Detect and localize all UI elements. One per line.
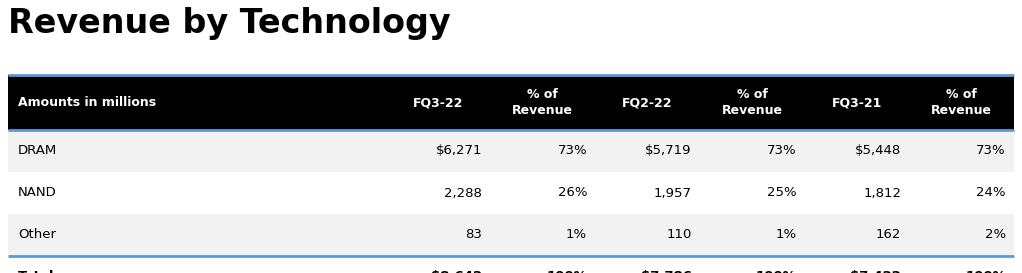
Bar	[595, 172, 700, 214]
Text: 100%: 100%	[965, 271, 1006, 273]
Text: 1,957: 1,957	[654, 186, 692, 200]
Bar	[700, 214, 804, 256]
Text: 110: 110	[666, 229, 692, 242]
Text: $8,642: $8,642	[431, 271, 482, 273]
Text: 1%: 1%	[566, 229, 587, 242]
Text: 24%: 24%	[976, 186, 1006, 200]
Bar	[910, 214, 1014, 256]
Bar	[595, 130, 700, 172]
Bar	[385, 130, 491, 172]
Bar	[804, 172, 910, 214]
Text: $5,719: $5,719	[645, 144, 692, 158]
Text: Revenue by Technology: Revenue by Technology	[8, 7, 451, 40]
Text: 1%: 1%	[776, 229, 796, 242]
Text: DRAM: DRAM	[18, 144, 57, 158]
Text: 2,288: 2,288	[445, 186, 482, 200]
Bar	[700, 75, 804, 130]
Text: $6,271: $6,271	[435, 144, 482, 158]
Bar	[700, 172, 804, 214]
Bar	[491, 75, 595, 130]
Text: % of
Revenue: % of Revenue	[931, 88, 992, 117]
Text: 73%: 73%	[766, 144, 796, 158]
Text: 73%: 73%	[557, 144, 587, 158]
Text: 1,812: 1,812	[864, 186, 901, 200]
Bar	[385, 214, 491, 256]
Bar	[385, 75, 491, 130]
Bar	[910, 256, 1014, 273]
Bar	[8, 172, 385, 214]
Text: $7,786: $7,786	[641, 271, 692, 273]
Text: % of
Revenue: % of Revenue	[512, 88, 573, 117]
Bar	[804, 256, 910, 273]
Bar	[910, 130, 1014, 172]
Text: $7,422: $7,422	[850, 271, 901, 273]
Bar	[595, 75, 700, 130]
Bar	[491, 172, 595, 214]
Bar	[8, 75, 385, 130]
Bar	[804, 75, 910, 130]
Bar	[804, 130, 910, 172]
Text: 26%: 26%	[558, 186, 587, 200]
Text: 73%: 73%	[976, 144, 1006, 158]
Text: FQ3-22: FQ3-22	[413, 96, 463, 109]
Bar	[491, 130, 595, 172]
Text: 83: 83	[465, 229, 482, 242]
Text: 100%: 100%	[756, 271, 796, 273]
Text: 2%: 2%	[985, 229, 1006, 242]
Text: FQ3-21: FQ3-21	[832, 96, 882, 109]
Bar	[491, 214, 595, 256]
Bar	[700, 256, 804, 273]
Bar	[804, 214, 910, 256]
Bar	[595, 214, 700, 256]
Text: Other: Other	[18, 229, 56, 242]
Bar	[910, 172, 1014, 214]
Bar	[8, 130, 385, 172]
Text: 25%: 25%	[766, 186, 796, 200]
Bar	[910, 75, 1014, 130]
Bar	[385, 256, 491, 273]
Bar	[700, 130, 804, 172]
Text: 100%: 100%	[547, 271, 587, 273]
Text: Amounts in millions: Amounts in millions	[18, 96, 156, 109]
Text: % of
Revenue: % of Revenue	[722, 88, 783, 117]
Text: NAND: NAND	[18, 186, 57, 200]
Bar	[595, 256, 700, 273]
Bar	[491, 256, 595, 273]
Bar	[8, 256, 385, 273]
Text: Total: Total	[18, 271, 54, 273]
Text: FQ2-22: FQ2-22	[622, 96, 672, 109]
Bar	[8, 214, 385, 256]
Bar	[385, 172, 491, 214]
Text: $5,448: $5,448	[855, 144, 901, 158]
Text: 162: 162	[876, 229, 901, 242]
